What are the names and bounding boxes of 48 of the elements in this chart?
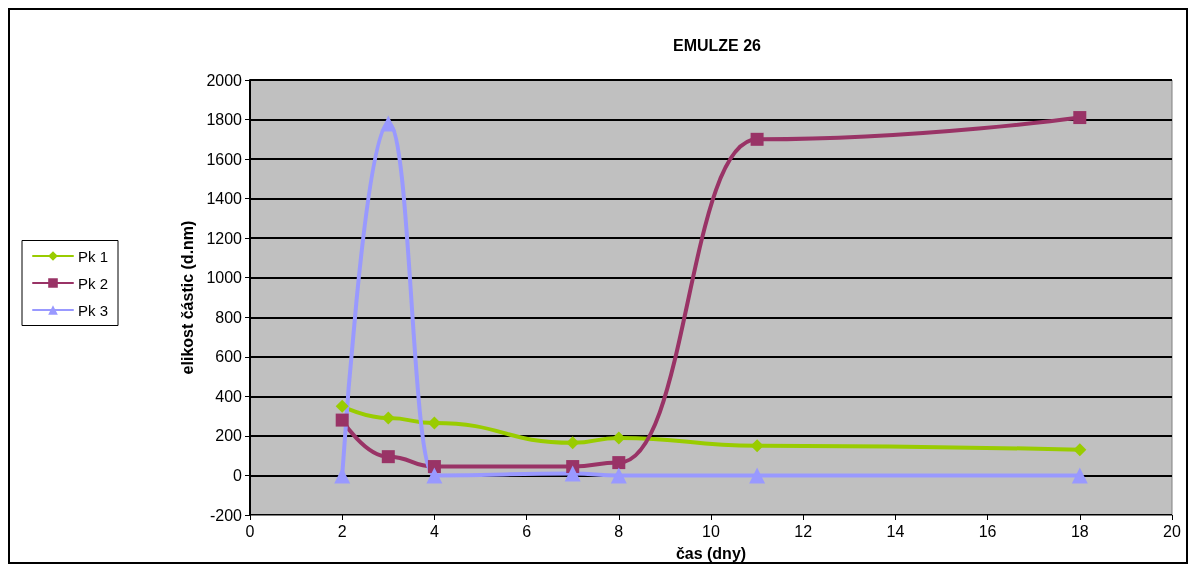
point xyxy=(1073,111,1087,125)
point xyxy=(612,456,626,470)
y-tick-label: 1200 xyxy=(206,229,243,247)
y-tick-label: 2000 xyxy=(206,71,243,89)
x-tick-label: 10 xyxy=(702,522,720,540)
x-tick-label: 16 xyxy=(978,522,997,540)
point xyxy=(426,467,443,484)
y-tick-label: -200 xyxy=(209,506,243,524)
point xyxy=(1071,467,1088,484)
x-tick-label: 12 xyxy=(794,522,813,540)
legend-label: Pk 2 xyxy=(78,274,109,292)
point xyxy=(380,115,397,132)
x-tick-label: 20 xyxy=(1163,522,1181,540)
point xyxy=(564,465,581,482)
point xyxy=(566,436,580,450)
y-tick-label: 600 xyxy=(215,348,243,366)
y-axis-title: elikost částic (d.nm) xyxy=(179,220,197,375)
point xyxy=(750,439,764,453)
y-tick-label: 200 xyxy=(215,427,243,445)
point xyxy=(750,132,764,146)
point xyxy=(610,467,627,484)
legend-label: Pk 1 xyxy=(78,247,109,265)
y-tick-label: 800 xyxy=(215,308,243,326)
point xyxy=(427,416,441,430)
point xyxy=(612,431,626,445)
x-tick-label: 4 xyxy=(429,522,439,540)
x-tick-label: 8 xyxy=(614,522,624,540)
legend-label: Pk 3 xyxy=(78,301,109,319)
x-tick-label: 6 xyxy=(522,522,532,540)
x-axis-title: čas (dny) xyxy=(675,544,747,562)
point xyxy=(381,450,395,464)
x-tick-label: 18 xyxy=(1070,522,1089,540)
x-tick-label: 0 xyxy=(245,522,255,540)
y-tick-label: 1000 xyxy=(206,269,243,287)
point xyxy=(381,411,395,425)
y-tick-label: 0 xyxy=(233,466,243,484)
y-tick-label: 1600 xyxy=(206,150,243,168)
y-tick-label: 1400 xyxy=(206,190,243,208)
x-tick-label: 2 xyxy=(337,522,347,540)
point xyxy=(335,413,349,427)
y-tick-label: 1800 xyxy=(206,111,243,129)
chart-title: EMULZE 26 xyxy=(672,36,762,54)
point xyxy=(335,399,349,413)
x-tick-label: 14 xyxy=(886,522,905,540)
point xyxy=(1073,443,1087,457)
y-tick-label: 400 xyxy=(215,387,243,405)
point xyxy=(749,467,766,484)
point xyxy=(427,460,441,474)
